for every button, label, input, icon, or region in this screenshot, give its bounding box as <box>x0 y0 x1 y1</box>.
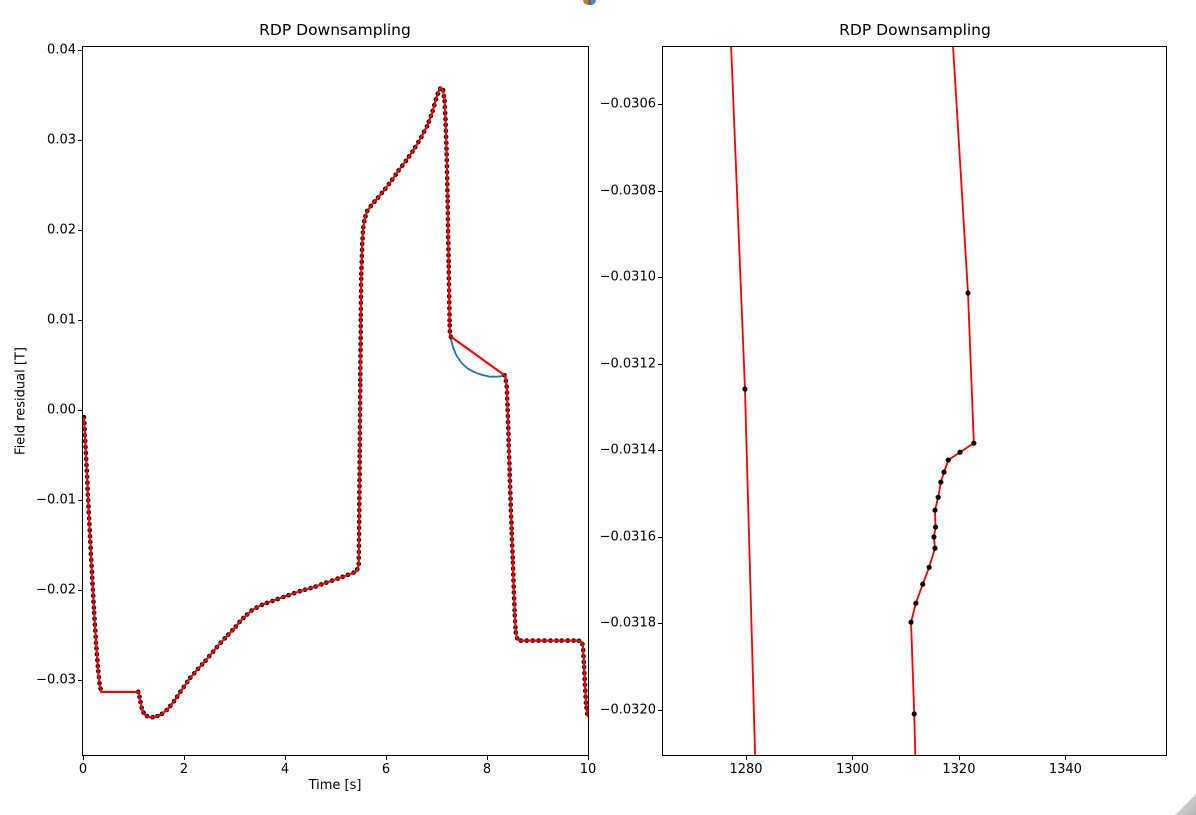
left-plot-title: RDP Downsampling <box>259 21 411 39</box>
y-tick-label: −0.02 <box>36 582 76 598</box>
x-tick-mark <box>184 756 185 760</box>
y-tick-label: −0.0310 <box>599 269 656 285</box>
left-axes <box>82 46 589 756</box>
x-tick-mark <box>958 756 960 760</box>
y-tick-label: 0.01 <box>47 312 76 328</box>
y-tick-mark <box>78 590 82 592</box>
y-tick-label: 0.03 <box>47 132 76 148</box>
rdp-point-marker <box>938 479 944 485</box>
x-tick-mark <box>83 756 84 760</box>
y-tick-label: −0.0316 <box>599 529 656 545</box>
x-tick-mark <box>285 756 286 760</box>
y-tick-label: 0.00 <box>47 402 76 418</box>
y-tick-label: −0.0320 <box>599 702 656 718</box>
x-tick-label: 0 <box>78 762 88 777</box>
rdp-point-marker <box>932 507 938 513</box>
y-tick-mark <box>78 410 82 411</box>
rdp-point-marker <box>926 564 932 570</box>
rdp-point-marker <box>913 600 919 606</box>
x-tick-label: 1340 <box>1048 762 1082 777</box>
x-tick-mark <box>588 756 589 760</box>
x-tick-label: 1280 <box>729 762 763 777</box>
x-tick-label: 8 <box>482 762 492 777</box>
y-tick-label: −0.0314 <box>599 442 656 458</box>
y-tick-mark <box>658 709 662 711</box>
x-tick-mark <box>746 756 748 760</box>
left-yaxis-label: Field residual [T] <box>13 347 29 455</box>
rdp-point-marker <box>742 386 748 392</box>
y-tick-mark <box>658 277 662 279</box>
x-tick-label: 4 <box>280 762 290 777</box>
rdp-point-marker <box>957 449 963 455</box>
y-tick-label: 0.04 <box>47 42 76 58</box>
rdp-segment-left <box>730 47 756 755</box>
rdp-point-marker <box>932 524 939 530</box>
rdp-point-marker <box>971 440 977 446</box>
right-plot-canvas <box>730 47 977 755</box>
rdp-point-marker <box>935 494 941 500</box>
y-tick-mark <box>78 680 82 682</box>
x-tick-mark <box>852 756 854 760</box>
resize-grip[interactable] <box>1175 794 1196 815</box>
x-tick-label: 1320 <box>942 762 976 777</box>
y-tick-mark <box>658 190 662 192</box>
y-tick-label: −0.01 <box>36 492 76 508</box>
y-tick-mark <box>658 104 662 106</box>
y-tick-label: −0.0312 <box>599 356 656 372</box>
rdp-point-marker <box>908 619 914 625</box>
y-tick-mark <box>78 319 82 321</box>
right-axes <box>662 46 1167 756</box>
left-xaxis-label: Time [s] <box>308 778 362 793</box>
y-tick-mark <box>78 229 82 231</box>
y-tick-mark <box>78 139 82 141</box>
rdp-point-marker <box>931 534 937 540</box>
x-tick-mark <box>386 756 387 760</box>
original-signal <box>83 86 588 719</box>
rdp-point-marker <box>911 711 917 717</box>
y-tick-mark <box>658 536 662 538</box>
y-tick-mark <box>78 49 82 51</box>
y-tick-label: 0.02 <box>47 222 76 238</box>
x-tick-label: 6 <box>381 762 391 777</box>
x-tick-mark <box>1065 756 1067 760</box>
x-tick-label: 10 <box>579 762 597 777</box>
rdp-downsampled <box>83 86 588 719</box>
clipped-suptitle-glyph <box>583 0 596 5</box>
y-tick-label: −0.0308 <box>599 183 656 199</box>
rdp-point-marker <box>941 469 947 475</box>
x-tick-label: 2 <box>179 762 189 777</box>
y-tick-mark <box>78 500 82 502</box>
y-tick-mark <box>658 450 662 452</box>
x-tick-mark <box>487 756 488 760</box>
y-tick-label: −0.0318 <box>599 615 656 631</box>
y-tick-mark <box>658 623 662 625</box>
x-tick-label: 1300 <box>835 762 870 777</box>
y-tick-mark <box>658 363 662 365</box>
right-plot-title: RDP Downsampling <box>839 21 991 39</box>
rdp-point-marker <box>965 290 971 296</box>
rdp-point-marker <box>920 581 926 587</box>
rdp-point-marker <box>945 457 951 463</box>
y-tick-label: −0.0306 <box>599 96 656 112</box>
y-tick-label: −0.03 <box>36 672 76 688</box>
rdp-segment-right <box>910 47 975 755</box>
rdp-point-marker <box>932 545 938 551</box>
left-plot-canvas <box>83 86 588 720</box>
